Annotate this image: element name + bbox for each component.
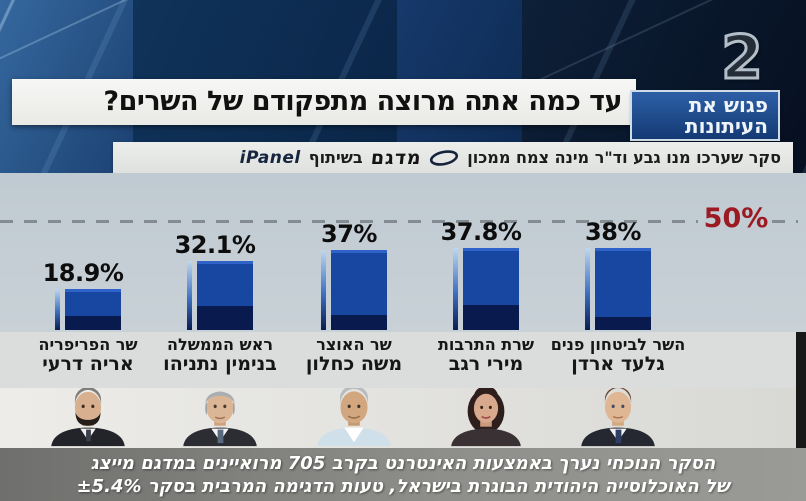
bar-accent-stripe (187, 261, 192, 330)
minister-role: ראש הממשלה (167, 335, 273, 354)
bar-base-shade (331, 314, 387, 330)
reference-line-50-tail (772, 220, 798, 223)
bar-fill (65, 289, 121, 330)
bar-value-label: 37% (321, 220, 377, 248)
bar-gilad-erdan (585, 248, 651, 330)
reference-line-50 (0, 220, 698, 223)
minister-name: אריה דרעי (42, 353, 134, 375)
bar-base-shade (65, 316, 121, 330)
minister-name: משה כחלון (305, 353, 403, 375)
bar-value-label: 18.9% (42, 259, 124, 287)
bar-miri-regev (453, 248, 519, 330)
footnote-line2-stat: ±5.4% (76, 476, 142, 497)
survey-footnote: הסקר הנוכחי נערך באמצעות האינטרנט בקרב 7… (0, 448, 806, 501)
page-title: עד כמה אתה מרוצה מתפקודם של השרים? (12, 79, 636, 125)
photo-miri-regev (438, 386, 534, 448)
bar-accent-stripe (55, 289, 60, 330)
minister-role: שרת התרבות (438, 335, 534, 354)
footnote-line2: של האוכלוסייה היהודית הבוגרת בישראל, טעו… (0, 475, 806, 498)
bar-benjamin-netanyahu (187, 261, 253, 330)
bar-accent-stripe (453, 248, 458, 330)
bar-fill (463, 248, 519, 330)
photo-gilad-erdan (570, 387, 666, 448)
footnote-line1: הסקר הנוכחי נערך באמצעות האינטרנט בקרב 7… (90, 453, 716, 474)
credit-strip: סקר שערכו מנו גבע וד"ר מינה צמח ממכון מד… (113, 142, 793, 173)
midgam-logo: מדגם (369, 146, 423, 169)
bar-fill (197, 261, 253, 330)
bar-caption: השר לביטחון פנים גלעד ארדן (541, 336, 695, 375)
program-badge: פגוש את העיתונות (632, 92, 778, 139)
bar-value-label: 37.8% (440, 218, 522, 246)
bar-base-shade (595, 317, 651, 330)
midgam-logo-icon (430, 149, 459, 166)
minister-name: מירי רגב (448, 353, 524, 375)
channel-2-logo: 2 (720, 23, 765, 93)
bar-aryeh-deri (55, 289, 121, 330)
footnote-line2-text: של האוכלוסייה היהודית הבוגרת בישראל, טעו… (147, 476, 730, 497)
photo-aryeh-deri (40, 387, 136, 448)
bar-caption: שרת התרבות מירי רגב (409, 336, 563, 375)
reference-line-label: 50% (703, 203, 769, 234)
bar-fill (331, 250, 387, 330)
bar-fill (595, 248, 651, 330)
screen-edge-shadow (796, 332, 806, 501)
minister-name: בנימין נתניהו (163, 353, 277, 375)
bar-caption: ראש הממשלה בנימין נתניהו (143, 336, 297, 375)
bar-caption: שר האוצר משה כחלון (277, 336, 431, 375)
bar-moshe-kahlon (321, 250, 387, 330)
minister-role: שר הפריפריה (38, 335, 138, 354)
program-badge-line1: פגוש את (688, 93, 768, 117)
bar-base-shade (197, 306, 253, 330)
bar-accent-stripe (585, 248, 590, 330)
bar-value-label: 32.1% (174, 231, 256, 259)
minister-name: גלעד ארדן (571, 353, 665, 375)
credit-text-middle: בשיתוף (308, 148, 363, 167)
chart-background (0, 173, 806, 332)
names-strip (0, 332, 806, 388)
credit-text: סקר שערכו מנו גבע וד"ר מינה צמח ממכון (467, 148, 781, 167)
bar-caption: שר הפריפריה אריה דרעי (11, 336, 165, 375)
ipanel-logo: iPanel (239, 147, 301, 168)
photos-strip (0, 388, 806, 448)
photo-benjamin-netanyahu (172, 388, 268, 448)
bar-accent-stripe (321, 250, 326, 330)
minister-role: השר לביטחון פנים (550, 335, 686, 354)
bar-base-shade (463, 304, 519, 330)
photo-moshe-kahlon (306, 385, 402, 448)
program-badge-line2: העיתונות (684, 114, 768, 138)
bar-value-label: 38% (585, 218, 641, 246)
minister-role: שר האוצר (316, 335, 392, 354)
